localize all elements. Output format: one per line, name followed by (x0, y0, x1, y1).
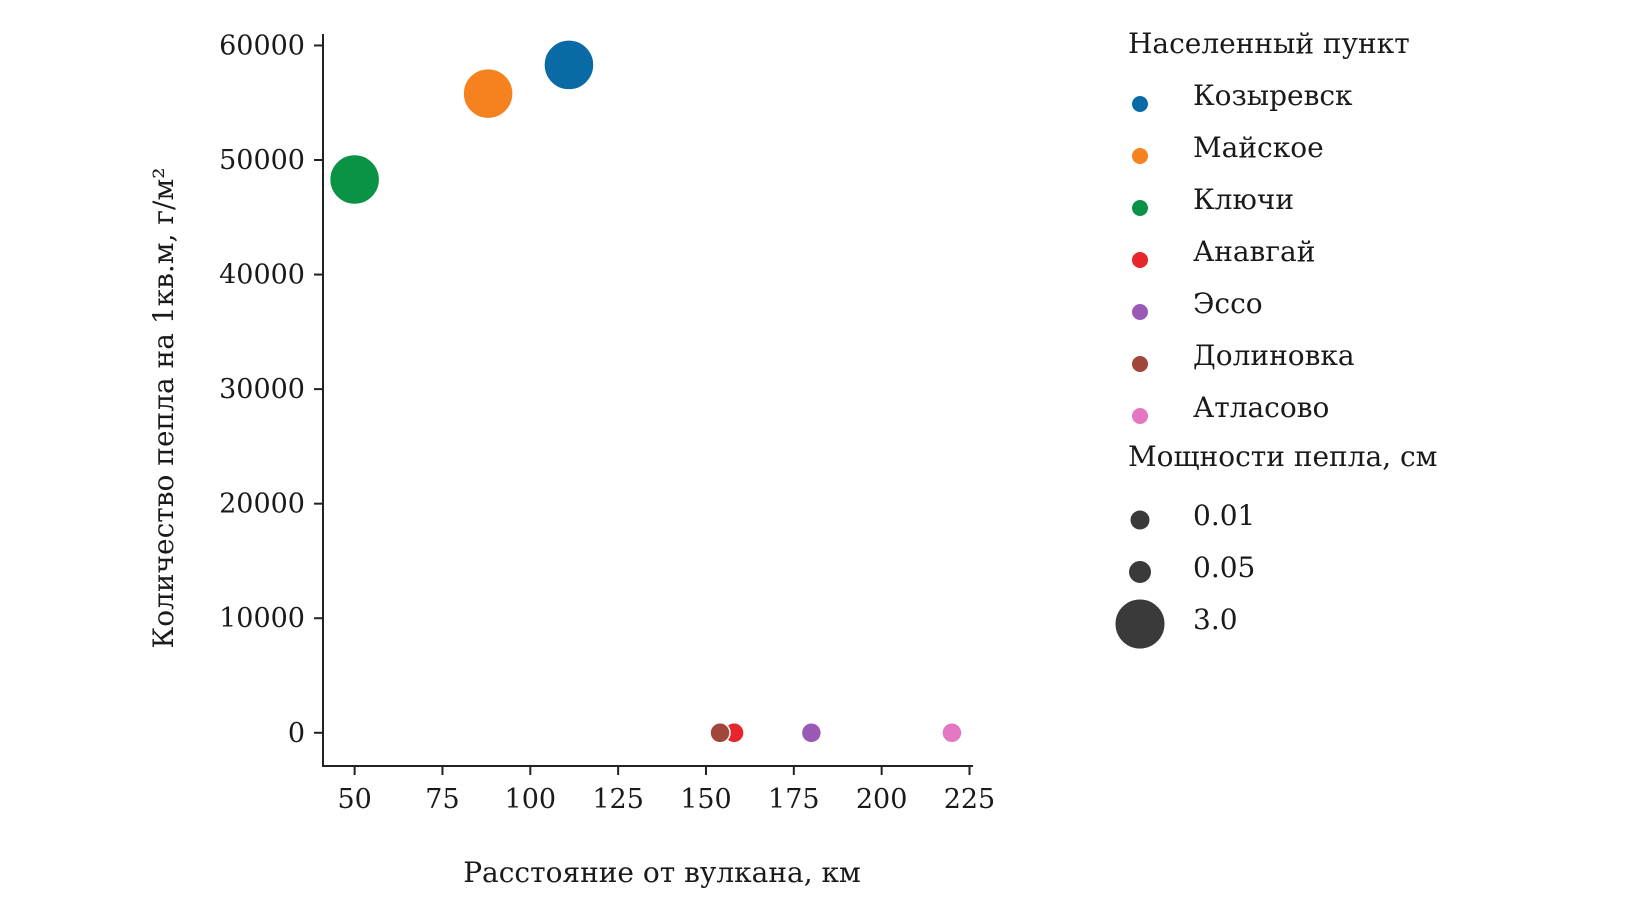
y-tick-label: 30000 (219, 374, 305, 405)
x-tick-label: 150 (680, 784, 732, 815)
y-axis-label: Количество пепла на 1кв.м, г/м² (147, 168, 180, 649)
data-point-5 (800, 722, 823, 744)
legend-marker (1131, 147, 1149, 165)
legend-label: Атласово (1193, 391, 1329, 424)
legend-marker (1131, 251, 1149, 269)
x-axis-label: Расстояние от вулкана, км (463, 856, 861, 889)
hue-legend-items: Козыревск Майское Ключи Анавгай Эссо Долиновк… (1131, 79, 1355, 425)
data-point-6 (709, 722, 731, 744)
y-tick-label: 10000 (219, 603, 305, 634)
legend-marker (1131, 95, 1149, 113)
data-point-1 (543, 39, 595, 91)
legend-label: Козыревск (1193, 79, 1353, 112)
data-point-7 (941, 722, 963, 744)
y-tick-label: 50000 (219, 145, 305, 176)
size-legend-items: 0.01 0.05 3.0 (1114, 499, 1255, 650)
axis-lines (322, 34, 973, 767)
y-tick-label: 20000 (219, 489, 305, 520)
hue-legend-title: Населенный пункт (1128, 27, 1410, 60)
size-legend-marker (1128, 560, 1152, 584)
legend-label: Ключи (1193, 183, 1294, 216)
x-tick-label: 75 (425, 784, 459, 815)
size-legend-label: 3.0 (1193, 603, 1238, 636)
size-legend-label: 0.01 (1193, 499, 1255, 532)
legend-marker (1131, 199, 1149, 217)
legend: Населенный пункт Козыревск Майское Ключи Ан… (1114, 27, 1437, 650)
legend-marker (1131, 303, 1149, 321)
x-tick-label: 125 (592, 784, 644, 815)
size-legend-marker (1114, 598, 1166, 650)
legend-label: Майское (1193, 131, 1324, 164)
legend-label: Эссо (1193, 287, 1263, 320)
y-axis-ticks: 0 10000 20000 30000 40000 50000 60000 (219, 30, 323, 749)
y-tick-label: 40000 (219, 260, 305, 291)
legend-label: Анавгай (1193, 235, 1315, 268)
x-tick-label: 50 (337, 784, 371, 815)
size-legend-title: Мощности пепла, см (1128, 440, 1437, 473)
legend-marker (1131, 355, 1149, 373)
y-tick-label: 0 (288, 718, 305, 749)
plot-area: 50 75 100 125 150 175 200 225 0 10000 20000 30000 4… (219, 30, 995, 815)
x-tick-label: 200 (856, 784, 908, 815)
x-tick-label: 175 (768, 784, 820, 815)
size-legend-marker (1129, 509, 1151, 531)
data-point-3 (328, 153, 381, 206)
data-point-2 (462, 67, 514, 120)
x-tick-label: 100 (505, 784, 557, 815)
size-legend-label: 0.05 (1193, 551, 1255, 584)
x-tick-label: 225 (944, 784, 996, 815)
data-points (328, 39, 963, 744)
legend-marker (1131, 407, 1149, 425)
legend-label: Долиновка (1193, 339, 1355, 372)
y-tick-label: 60000 (219, 30, 305, 61)
x-axis-ticks: 50 75 100 125 150 175 200 225 (337, 766, 995, 815)
